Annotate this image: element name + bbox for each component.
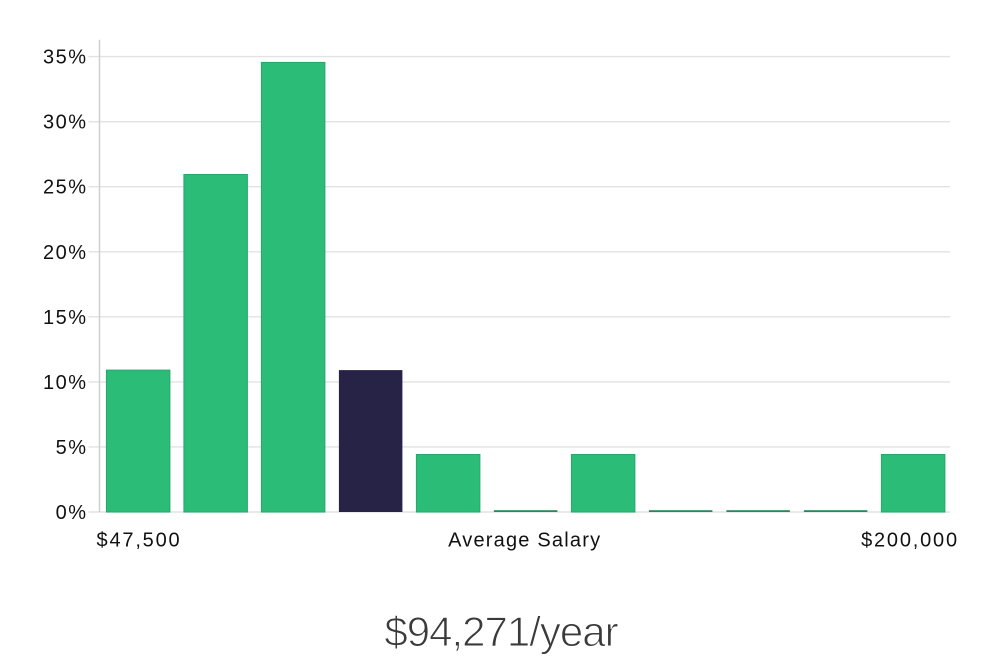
svg-text:$94,271/year: $94,271/year <box>384 608 618 655</box>
svg-text:0%: 0% <box>56 502 88 524</box>
svg-text:25%: 25% <box>43 177 88 199</box>
svg-text:35%: 35% <box>43 47 88 69</box>
svg-text:5%: 5% <box>56 437 88 459</box>
svg-text:20%: 20% <box>43 242 88 264</box>
svg-text:$200,000: $200,000 <box>861 530 959 552</box>
svg-text:30%: 30% <box>43 112 88 134</box>
svg-text:10%: 10% <box>43 372 88 394</box>
svg-text:Average Salary: Average Salary <box>448 530 601 552</box>
svg-text:15%: 15% <box>43 307 88 329</box>
svg-text:$47,500: $47,500 <box>97 530 182 552</box>
